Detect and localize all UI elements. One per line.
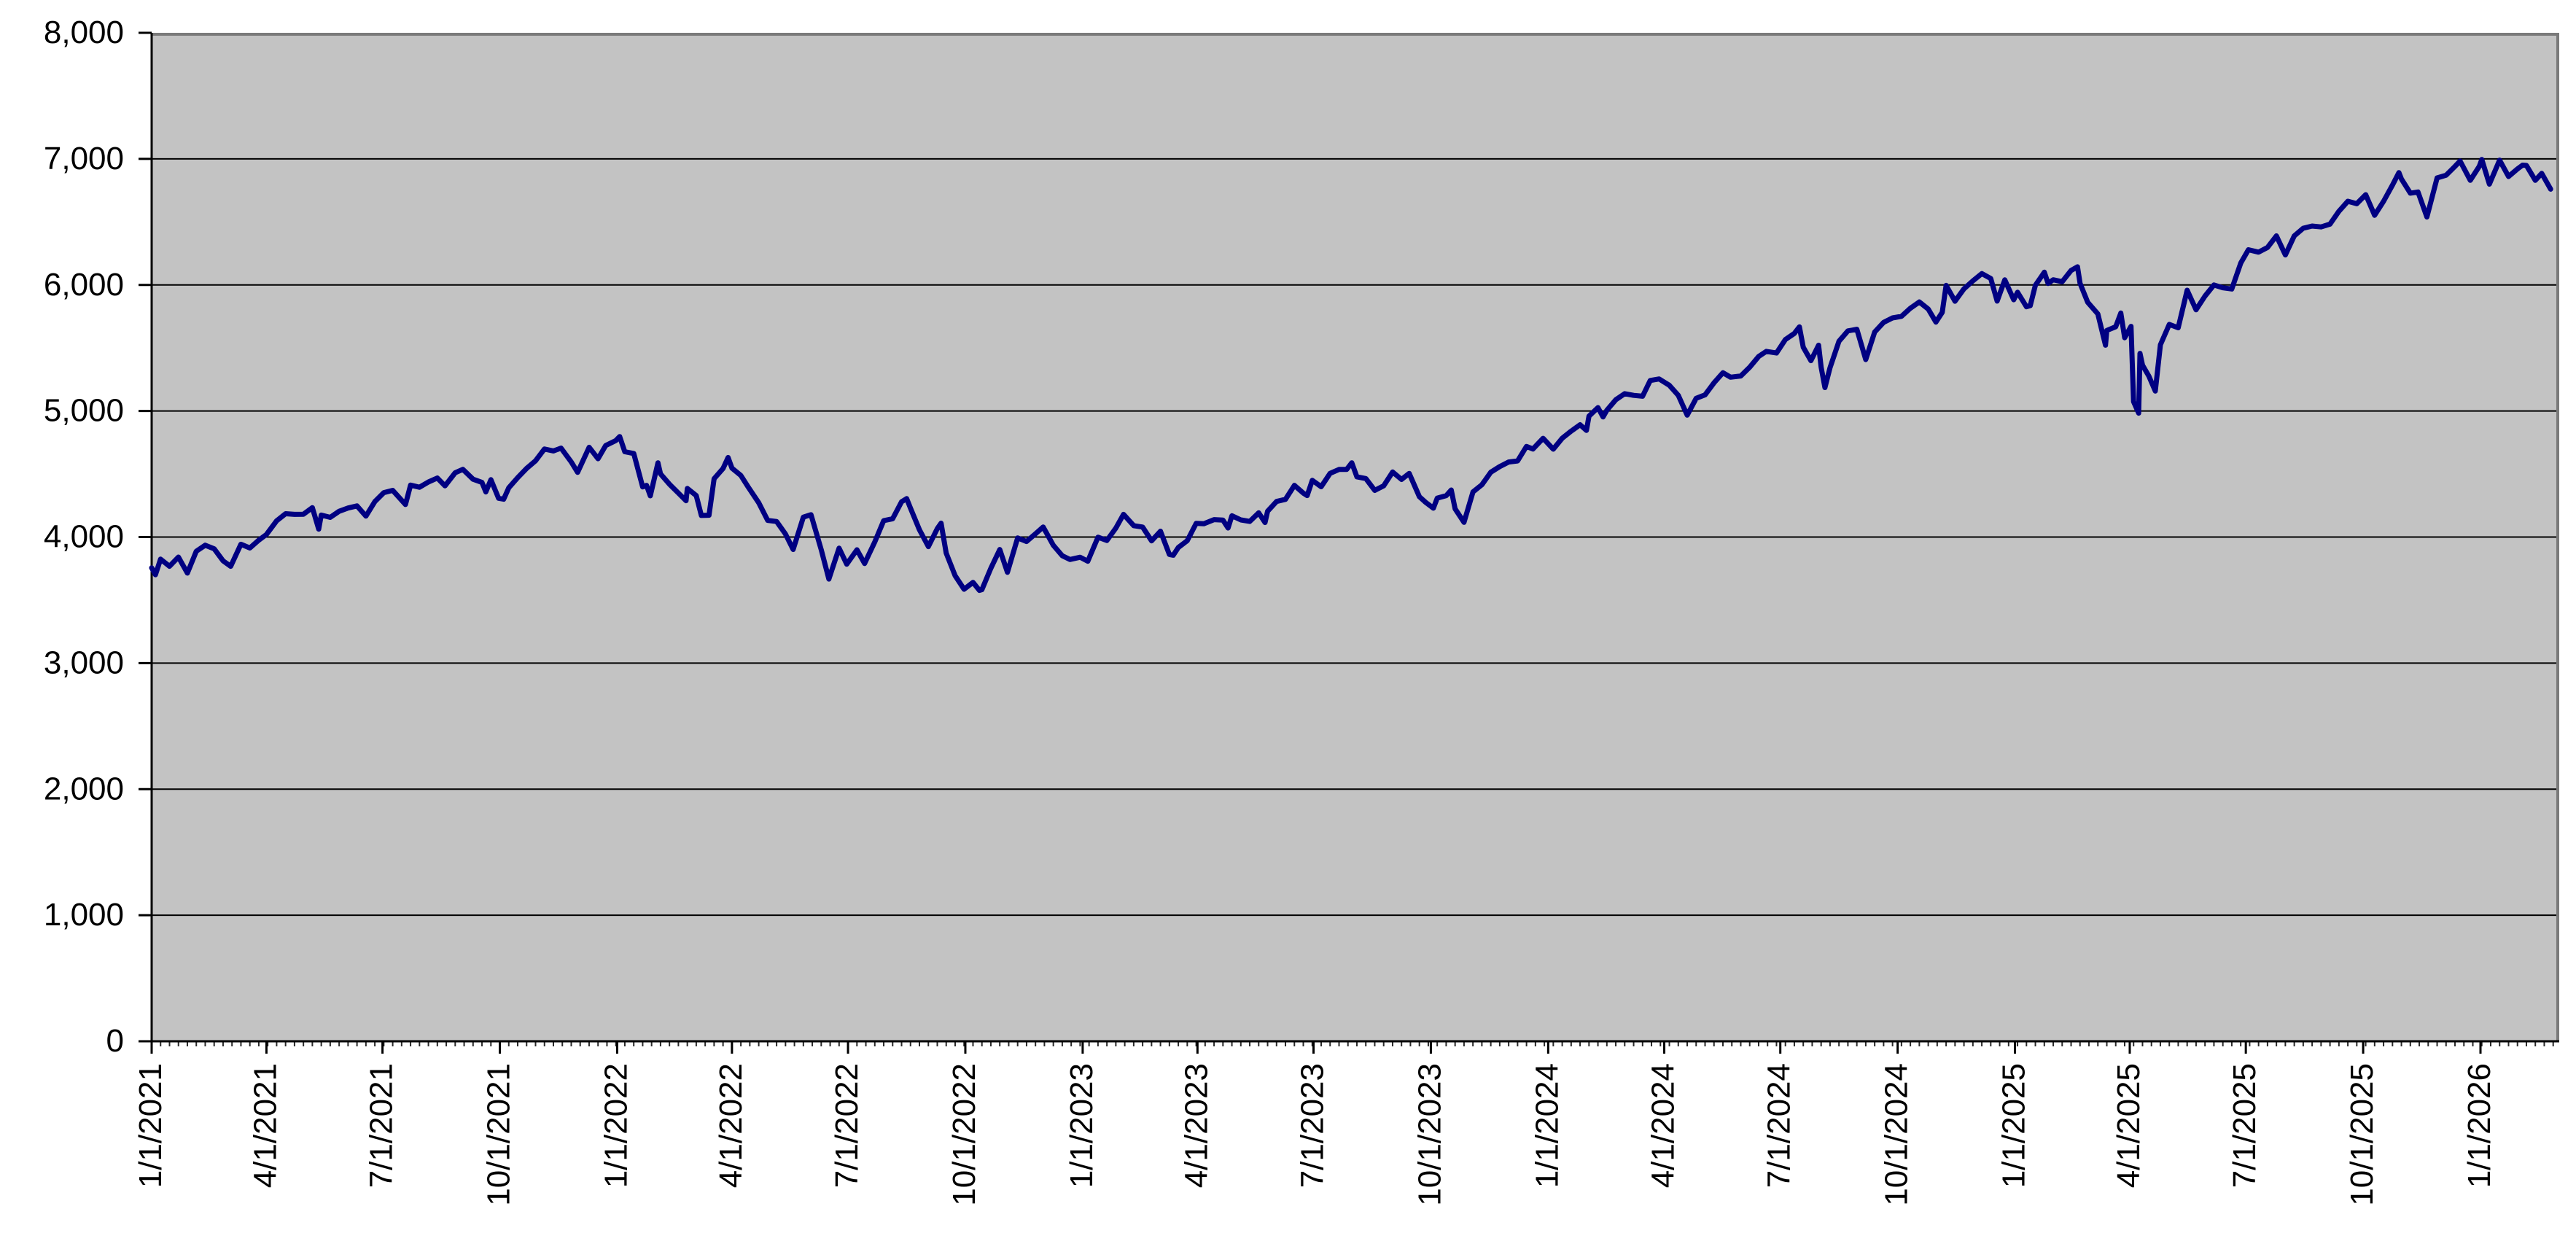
y-tick-label: 0 — [106, 1023, 124, 1059]
x-tick-label: 10/1/2021 — [481, 1063, 517, 1206]
price-series-line — [149, 157, 2553, 594]
y-tick-label: 1,000 — [44, 897, 124, 933]
y-tick-label: 8,000 — [44, 15, 124, 50]
x-tick-label: 4/1/2021 — [247, 1063, 283, 1188]
x-tick-label: 10/1/2025 — [2344, 1063, 2380, 1206]
x-tick-label: 1/1/2023 — [1064, 1063, 1100, 1188]
x-tick-label: 10/1/2023 — [1412, 1063, 1447, 1206]
x-tick-label: 4/1/2022 — [713, 1063, 749, 1188]
plot-border — [152, 33, 2559, 1041]
x-tick-label: 7/1/2022 — [829, 1063, 865, 1188]
y-tick-label: 4,000 — [44, 519, 124, 555]
x-tick-label: 7/1/2021 — [364, 1063, 400, 1188]
x-tick-label: 1/1/2026 — [2462, 1063, 2497, 1188]
x-tick-label: 4/1/2024 — [1646, 1063, 1681, 1188]
y-tick-label: 7,000 — [44, 141, 124, 176]
x-tick-label: 7/1/2025 — [2227, 1063, 2262, 1188]
x-tick-label: 10/1/2024 — [1879, 1063, 1915, 1206]
x-tick-label: 1/1/2025 — [1996, 1063, 2032, 1188]
y-tick-label: 3,000 — [44, 645, 124, 680]
y-tick-label: 5,000 — [44, 393, 124, 429]
y-tick-label: 2,000 — [44, 771, 124, 806]
x-tick-label: 7/1/2023 — [1295, 1063, 1331, 1188]
y-tick-label: 6,000 — [44, 267, 124, 303]
x-tick-label: 10/1/2022 — [946, 1063, 982, 1206]
x-tick-label: 1/1/2024 — [1529, 1063, 1565, 1188]
x-tick-label: 4/1/2023 — [1178, 1063, 1214, 1188]
x-tick-label: 1/1/2021 — [133, 1063, 168, 1188]
x-tick-label: 1/1/2022 — [598, 1063, 634, 1188]
x-tick-label: 7/1/2024 — [1762, 1063, 1797, 1188]
x-tick-label: 4/1/2025 — [2111, 1063, 2147, 1188]
